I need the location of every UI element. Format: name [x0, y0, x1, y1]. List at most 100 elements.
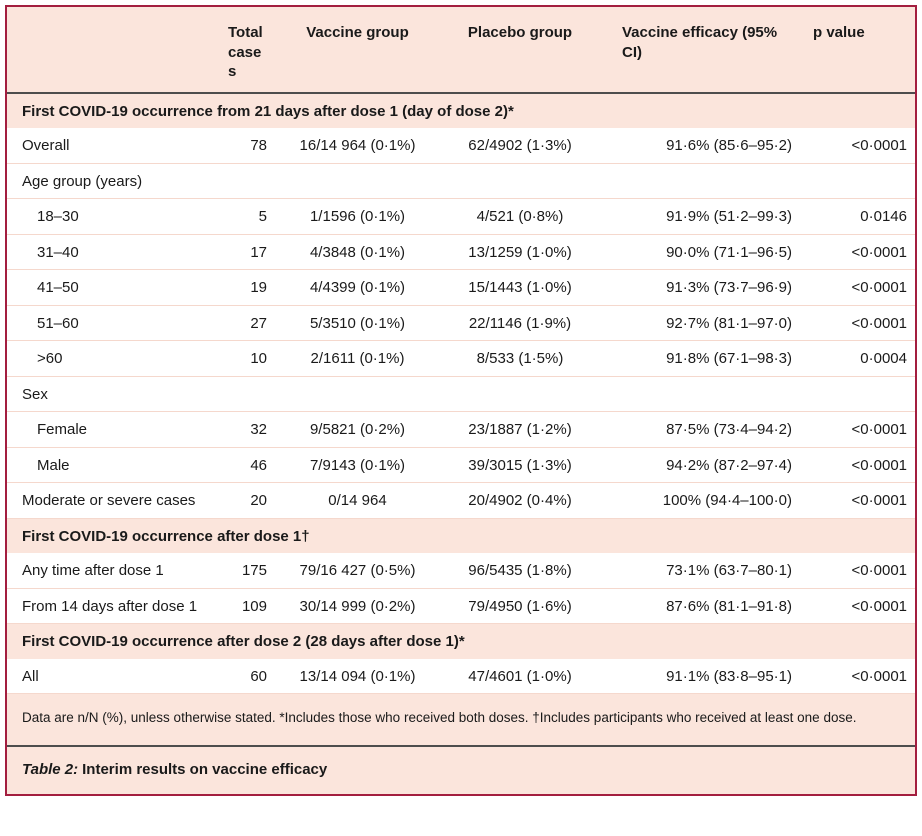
cell-total-cases: 78: [215, 128, 275, 164]
cell-label: 51–60: [7, 305, 215, 341]
cell-subgroup-label: Age group (years): [7, 163, 915, 199]
cell-vaccine-efficacy: 94·2% (87·2–97·4): [600, 447, 800, 483]
vaccine-efficacy-table: Total cases Vaccine group Placebo group …: [7, 7, 915, 694]
subgroup-label-row: Age group (years): [7, 163, 915, 199]
col-header-total-cases: Total cases: [228, 24, 263, 80]
table-footnote: Data are n/N (%), unless otherwise state…: [22, 710, 857, 725]
caption-divider: [7, 744, 915, 747]
cell-total-cases: 27: [215, 305, 275, 341]
cell-vaccine-group: 0/14 964: [275, 482, 440, 519]
cell-placebo-group: 4/521 (0·8%): [440, 198, 600, 235]
cell-total-cases: 60: [215, 658, 275, 694]
cell-vaccine-efficacy: 91·1% (83·8–95·1): [600, 658, 800, 694]
cell-placebo-group: 13/1259 (1·0%): [440, 234, 600, 270]
header-row: Total cases Vaccine group Placebo group …: [7, 7, 915, 93]
cell-label: 31–40: [7, 234, 215, 270]
cell-vaccine-group: 13/14 094 (0·1%): [275, 658, 440, 694]
section-header-row: First COVID-19 occurrence from 21 days a…: [7, 93, 915, 129]
cell-p-value: <0·0001: [800, 658, 915, 694]
cell-placebo-group: 47/4601 (1·0%): [440, 658, 600, 694]
cell-total-cases: 175: [215, 553, 275, 589]
cell-placebo-group: 23/1887 (1·2%): [440, 411, 600, 448]
table-row: 31–40 17 4/3848 (0·1%) 13/1259 (1·0%) 90…: [7, 234, 915, 270]
cell-label: Female: [7, 411, 215, 448]
col-header-vaccine-group: Vaccine group: [306, 24, 409, 41]
cell-p-value: <0·0001: [800, 128, 915, 164]
cell-p-value: <0·0001: [800, 447, 915, 483]
cell-vaccine-efficacy: 87·5% (73·4–94·2): [600, 411, 800, 448]
cell-vaccine-group: 4/3848 (0·1%): [275, 234, 440, 270]
cell-placebo-group: 15/1443 (1·0%): [440, 269, 600, 306]
table-row: Overall 78 16/14 964 (0·1%) 62/4902 (1·3…: [7, 128, 915, 164]
subgroup-label-row: Sex: [7, 376, 915, 412]
section-header: First COVID-19 occurrence after dose 2 (…: [22, 633, 465, 650]
cell-vaccine-efficacy: 91·9% (51·2–99·3): [600, 198, 800, 235]
table-row: All 60 13/14 094 (0·1%) 47/4601 (1·0%) 9…: [7, 658, 915, 694]
cell-p-value: <0·0001: [800, 234, 915, 270]
table-row: 51–60 27 5/3510 (0·1%) 22/1146 (1·9%) 92…: [7, 305, 915, 341]
table-card: Total cases Vaccine group Placebo group …: [5, 5, 917, 796]
cell-placebo-group: 22/1146 (1·9%): [440, 305, 600, 341]
cell-label: >60: [7, 340, 215, 377]
table-row: Any time after dose 1 175 79/16 427 (0·5…: [7, 553, 915, 589]
cell-vaccine-efficacy: 91·8% (67·1–98·3): [600, 340, 800, 377]
cell-placebo-group: 96/5435 (1·8%): [440, 553, 600, 589]
section-header-row: First COVID-19 occurrence after dose 1†: [7, 518, 915, 553]
cell-label: All: [7, 658, 215, 694]
cell-placebo-group: 20/4902 (0·4%): [440, 482, 600, 519]
cell-vaccine-efficacy: 91·3% (73·7–96·9): [600, 269, 800, 306]
cell-p-value: <0·0001: [800, 588, 915, 624]
cell-placebo-group: 39/3015 (1·3%): [440, 447, 600, 483]
cell-total-cases: 19: [215, 269, 275, 306]
col-header-vaccine-efficacy: Vaccine efficacy (95% CI): [622, 24, 778, 61]
section-header-row: First COVID-19 occurrence after dose 2 (…: [7, 624, 915, 659]
caption-label: Table 2:: [22, 760, 79, 778]
cell-label: Overall: [7, 128, 215, 164]
cell-vaccine-group: 5/3510 (0·1%): [275, 305, 440, 341]
table-header: Total cases Vaccine group Placebo group …: [7, 7, 915, 93]
cell-p-value: <0·0001: [800, 305, 915, 341]
cell-placebo-group: 79/4950 (1·6%): [440, 588, 600, 624]
caption-text: Interim results on vaccine efficacy: [82, 760, 328, 778]
table-row: Moderate or severe cases 20 0/14 964 20/…: [7, 482, 915, 519]
cell-vaccine-efficacy: 91·6% (85·6–95·2): [600, 128, 800, 164]
cell-p-value: <0·0001: [800, 482, 915, 519]
cell-total-cases: 32: [215, 411, 275, 448]
cell-total-cases: 5: [215, 198, 275, 235]
cell-placebo-group: 62/4902 (1·3%): [440, 128, 600, 164]
cell-label: 18–30: [7, 198, 215, 235]
cell-placebo-group: 8/533 (1·5%): [440, 340, 600, 377]
cell-vaccine-group: 1/1596 (0·1%): [275, 198, 440, 235]
cell-total-cases: 10: [215, 340, 275, 377]
cell-total-cases: 20: [215, 482, 275, 519]
table-body: First COVID-19 occurrence from 21 days a…: [7, 93, 915, 694]
cell-vaccine-group: 30/14 999 (0·2%): [275, 588, 440, 624]
table-row: 18–30 5 1/1596 (0·1%) 4/521 (0·8%) 91·9%…: [7, 198, 915, 235]
cell-p-value: <0·0001: [800, 411, 915, 448]
cell-p-value: 0·0004: [800, 340, 915, 377]
table-row: 41–50 19 4/4399 (0·1%) 15/1443 (1·0%) 91…: [7, 269, 915, 306]
table-caption: Table 2: Interim results on vaccine effic…: [7, 747, 915, 794]
section-header: First COVID-19 occurrence after dose 1†: [22, 527, 310, 545]
cell-vaccine-efficacy: 73·1% (63·7–80·1): [600, 553, 800, 589]
section-header: First COVID-19 occurrence from 21 days a…: [22, 102, 514, 120]
table-row: From 14 days after dose 1 109 30/14 999 …: [7, 588, 915, 624]
cell-total-cases: 46: [215, 447, 275, 483]
cell-p-value: <0·0001: [800, 553, 915, 589]
cell-vaccine-efficacy: 100% (94·4–100·0): [600, 482, 800, 519]
cell-label: Moderate or severe cases: [7, 482, 215, 519]
table-row: >60 10 2/1611 (0·1%) 8/533 (1·5%) 91·8% …: [7, 340, 915, 377]
table-row: Male 46 7/9143 (0·1%) 39/3015 (1·3%) 94·…: [7, 447, 915, 483]
cell-label: Any time after dose 1: [7, 553, 215, 589]
cell-label: 41–50: [7, 269, 215, 306]
col-header-placebo-group: Placebo group: [467, 24, 573, 41]
cell-vaccine-group: 4/4399 (0·1%): [275, 269, 440, 306]
cell-vaccine-group: 2/1611 (0·1%): [275, 340, 440, 377]
cell-p-value: 0·0146: [800, 198, 915, 235]
table-row: Female 32 9/5821 (0·2%) 23/1887 (1·2%) 8…: [7, 411, 915, 448]
cell-vaccine-efficacy: 90·0% (71·1–96·5): [600, 234, 800, 270]
cell-vaccine-group: 79/16 427 (0·5%): [275, 553, 440, 589]
cell-vaccine-group: 16/14 964 (0·1%): [275, 128, 440, 164]
cell-total-cases: 17: [215, 234, 275, 270]
cell-label: From 14 days after dose 1: [7, 588, 215, 624]
